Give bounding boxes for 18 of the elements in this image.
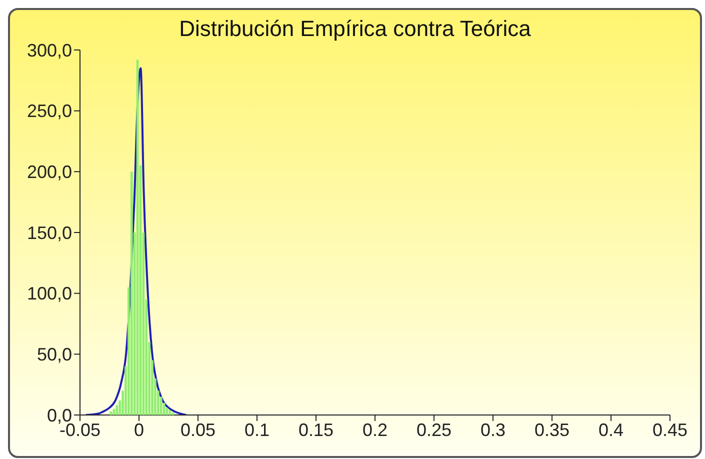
x-tick-label: 0.1	[244, 420, 270, 440]
x-tick-label: 0.35	[534, 420, 570, 440]
x-tick-label: 0.05	[180, 420, 216, 440]
x-tick-label: 0	[134, 420, 144, 440]
y-tick-label: 200,0	[26, 162, 72, 182]
y-tick-label: 100,0	[26, 284, 72, 304]
y-tick-label: 150,0	[26, 222, 72, 243]
x-tick-label: 0.4	[598, 420, 624, 440]
chart-title: Distribución Empírica contra Teórica	[178, 16, 532, 42]
y-tick-label: 300,0	[26, 40, 72, 60]
x-tick-label: 0.2	[362, 420, 388, 440]
x-tick-label: 0.3	[480, 420, 506, 440]
x-tick-label: 0.15	[298, 420, 334, 440]
line-series	[84, 67, 188, 415]
y-tick-label: 50,0	[36, 344, 72, 365]
y-tick-label: 250,0	[26, 101, 72, 122]
x-tick-label: 0.45	[652, 420, 688, 440]
x-tick-label: 0.25	[416, 420, 452, 440]
